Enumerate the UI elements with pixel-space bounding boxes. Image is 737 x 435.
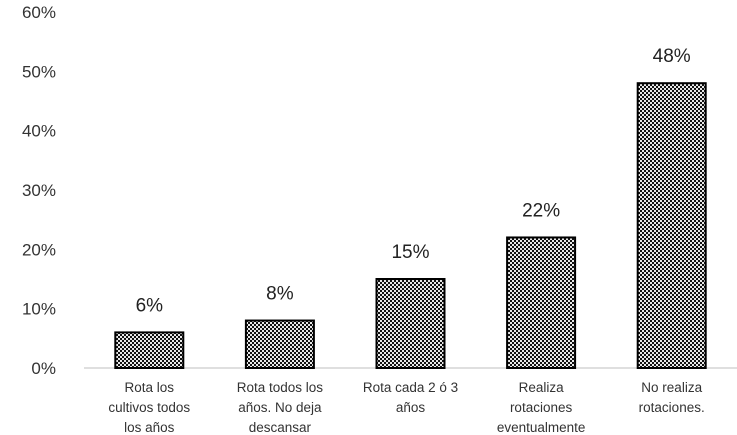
data-label: 22% (522, 200, 560, 221)
data-label: 8% (266, 284, 294, 305)
y-axis: 0% 10% 20% 30% 40% 50% 60% (22, 3, 56, 378)
bars (114, 82, 707, 369)
category-label: Rota todos los años. No deja descansar (237, 380, 324, 435)
data-label: 15% (391, 242, 429, 263)
category-label: No realiza rotaciones. (639, 380, 705, 415)
bar (244, 319, 315, 369)
bar (375, 278, 446, 369)
data-label: 48% (653, 46, 691, 67)
y-tick-label: 20% (22, 240, 56, 259)
y-tick-label: 30% (22, 181, 56, 200)
data-labels: 6% 8% 15% 22% 48% (136, 46, 691, 316)
category-label: Realiza rotaciones eventualmente (497, 380, 586, 435)
y-tick-label: 0% (31, 359, 56, 378)
bar (114, 331, 185, 369)
y-tick-label: 10% (22, 300, 56, 319)
bar (636, 82, 707, 369)
category-label: Rota los cultivos todos los años (108, 380, 190, 435)
y-tick-label: 60% (22, 3, 56, 22)
data-label: 6% (136, 295, 164, 316)
y-tick-label: 50% (22, 62, 56, 81)
category-labels: Rota los cultivos todos los años Rota todos… (108, 380, 704, 435)
y-tick-label: 40% (22, 122, 56, 141)
bar (506, 236, 577, 369)
category-label: Rota cada 2 ó 3 años (363, 380, 458, 415)
